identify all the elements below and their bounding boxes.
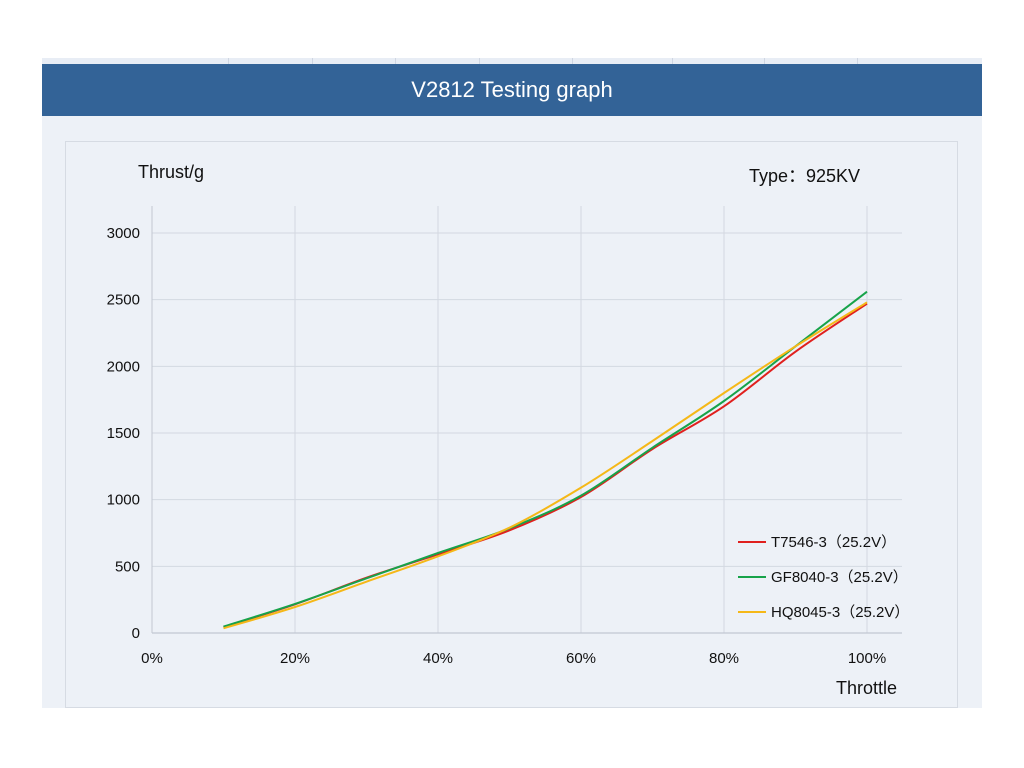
y-tick-label: 500 <box>115 558 140 575</box>
y-axis-label: Thrust/g <box>138 162 205 182</box>
y-tick-label: 2000 <box>107 358 140 375</box>
chart-title: V2812 Testing graph <box>411 77 613 102</box>
motor-type-label: Type：925KV <box>749 166 861 186</box>
y-tick-label: 2500 <box>107 292 140 309</box>
series-lines <box>223 290 868 630</box>
legend: T7546-3（25.2V） GF8040-3（25.2V） HQ8045-3（25… <box>738 534 909 621</box>
x-tick-label: 60% <box>566 650 596 667</box>
legend-label: GF8040-3（25.2V） <box>771 569 908 586</box>
x-tick-label: 80% <box>709 650 739 667</box>
x-tick-label: 0% <box>141 650 163 667</box>
y-axis-ticks: 0 500 1000 1500 2000 2500 3000 <box>107 225 140 642</box>
y-tick-label: 1000 <box>107 492 140 509</box>
chart-area <box>65 141 958 708</box>
x-axis-ticks: 0% 20% 40% 60% 80% 100% <box>141 650 886 667</box>
y-tick-label: 3000 <box>107 225 140 242</box>
x-tick-label: 20% <box>280 650 310 667</box>
x-axis-label: Throttle <box>836 678 898 698</box>
y-tick-label: 1500 <box>107 425 140 442</box>
series-line-3 <box>223 301 868 630</box>
legend-label: HQ8045-3（25.2V） <box>771 604 909 621</box>
y-tick-label: 0 <box>132 625 140 642</box>
grid-lines <box>151 206 902 634</box>
series-line-2 <box>223 290 868 628</box>
chart-title-banner: V2812 Testing graph <box>42 64 982 116</box>
x-tick-label: 40% <box>423 650 453 667</box>
legend-label: T7546-3（25.2V） <box>771 534 896 551</box>
x-tick-label: 100% <box>848 650 886 667</box>
